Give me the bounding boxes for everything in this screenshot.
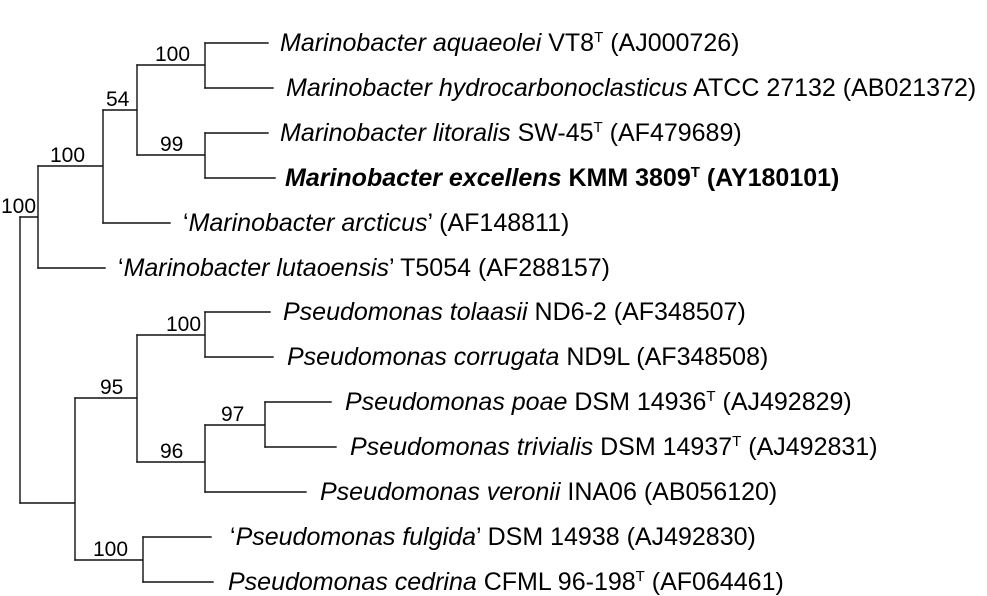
accession-number: (AF064461) xyxy=(651,568,784,596)
node-poae-veronii xyxy=(136,424,206,493)
bootstrap-value: 100 xyxy=(50,144,86,167)
leaf-marinobacter-litoralis: Marinobacter litoralis SW-45T (AF479689) xyxy=(280,119,742,149)
taxon-name: Marinobacter arcticus xyxy=(188,209,428,237)
taxon-name: Marinobacter excellens xyxy=(285,164,562,192)
taxon-name: Pseudomonas veronii xyxy=(320,478,561,506)
strain-designation: ND6-2 xyxy=(534,298,607,326)
strain-designation: DSM 14938 xyxy=(487,523,620,551)
leaf-pseudomonas-tolaasii: Pseudomonas tolaasii ND6-2 (AF348507) xyxy=(283,300,746,328)
strain-designation: DSM 14937 xyxy=(600,433,733,461)
leaf-marinobacter-hydrocarbonoclasticus: Marinobacter hydrocarbonoclasticus ATCC … xyxy=(286,76,976,104)
strain-designation: ND9L xyxy=(566,343,630,371)
accession-number: (AF348508) xyxy=(636,343,769,371)
leaf-marinobacter-arcticus: ‘Marinobacter arcticus’ (AF148811) xyxy=(183,211,569,239)
node-tolaasii-corrugata xyxy=(136,311,206,358)
taxon-name: Pseudomonas trivialis xyxy=(350,433,594,461)
bootstrap-value: 99 xyxy=(160,133,184,156)
bootstrap-value: 100 xyxy=(1,195,37,218)
bootstrap-value: 100 xyxy=(93,538,129,561)
accession-number: (AF479689) xyxy=(609,119,742,147)
bootstrap-value: 95 xyxy=(100,376,124,399)
quote-open: ‘ xyxy=(230,523,236,551)
leaf-pseudomonas-trivialis: Pseudomonas trivialis DSM 14937T (AJ4928… xyxy=(350,433,878,463)
type-strain-mark: T xyxy=(690,164,700,181)
strain-designation: INA06 xyxy=(567,478,637,506)
node-litoralis-excellens xyxy=(136,132,206,179)
node-aquaeolei-excellens xyxy=(102,64,138,156)
type-strain-mark: T xyxy=(593,119,603,136)
leaf-pseudomonas-cedrina: Pseudomonas cedrina CFML 96-198T (AF0644… xyxy=(228,568,784,596)
taxon-name: Pseudomonas corrugata xyxy=(287,343,560,371)
leaf-pseudomonas-corrugata: Pseudomonas corrugata ND9L (AF348508) xyxy=(287,345,768,373)
taxon-name: Marinobacter aquaeolei xyxy=(280,29,542,57)
taxon-name: Pseudomonas cedrina xyxy=(228,568,477,596)
node-aquaeolei-arcticus xyxy=(37,109,104,224)
accession-number: (AJ492829) xyxy=(722,388,852,416)
bootstrap-value: 54 xyxy=(106,88,130,111)
accession-number: (AB056120) xyxy=(643,478,778,506)
node-poae-trivialis xyxy=(204,401,266,448)
accession-number: (AJ492831) xyxy=(748,433,878,461)
type-strain-mark: T xyxy=(732,433,742,450)
leaf-marinobacter-excellens: Marinobacter excellens KMM 3809T (AY1801… xyxy=(285,164,840,194)
type-strain-mark: T xyxy=(594,29,604,46)
type-strain-mark: T xyxy=(706,388,716,405)
bootstrap-value: 100 xyxy=(155,43,191,66)
taxon-name: Pseudomonas poae xyxy=(345,388,568,416)
taxon-name: Pseudomonas fulgida xyxy=(235,523,477,551)
accession-number: (AF148811) xyxy=(439,209,570,237)
quote-close: ’ xyxy=(388,254,394,282)
node-fulgida-cedrina xyxy=(74,536,144,583)
bootstrap-value: 97 xyxy=(221,403,245,426)
accession-number: (AB021372) xyxy=(842,74,977,102)
bootstrap-value: 100 xyxy=(166,313,202,336)
node-pseudomonas-clade xyxy=(19,397,76,561)
strain-designation: T5054 xyxy=(400,254,472,282)
taxon-name: Marinobacter hydrocarbonoclasticus xyxy=(286,74,688,102)
strain-designation: SW-45 xyxy=(517,119,594,147)
quote-open: ‘ xyxy=(118,254,124,282)
leaf-pseudomonas-fulgida: ‘Pseudomonas fulgida’ DSM 14938 (AJ49283… xyxy=(230,525,756,553)
accession-number: (AF348507) xyxy=(613,298,746,326)
leaf-marinobacter-aquaeolei: Marinobacter aquaeolei VT8T (AJ000726) xyxy=(280,29,740,59)
accession-number: (AJ000726) xyxy=(610,29,740,57)
quote-open: ‘ xyxy=(183,209,189,237)
leaf-pseudomonas-veronii: Pseudomonas veronii INA06 (AB056120) xyxy=(320,480,777,508)
bootstrap-value: 96 xyxy=(160,440,184,463)
accession-number: (AF288157) xyxy=(477,254,610,282)
leaf-pseudomonas-poae: Pseudomonas poae DSM 14936T (AJ492829) xyxy=(345,388,852,418)
node-tolaasii-veronii xyxy=(74,334,138,463)
node-marinobacter-clade xyxy=(19,165,39,269)
node-aquaeolei-hydrocarbonoclasticus xyxy=(136,42,206,89)
strain-designation: ATCC 27132 xyxy=(693,74,836,102)
type-strain-mark: T xyxy=(635,568,645,585)
leaf-marinobacter-lutaoensis: ‘Marinobacter lutaoensis’ T5054 (AF28815… xyxy=(118,256,610,284)
accession-number: (AY180101) xyxy=(706,164,840,192)
taxon-name: Pseudomonas tolaasii xyxy=(283,298,528,326)
strain-designation: KMM 3809 xyxy=(568,164,691,192)
taxon-name: Marinobacter lutaoensis xyxy=(123,254,389,282)
quote-close: ’ xyxy=(427,209,433,237)
quote-close: ’ xyxy=(476,523,481,551)
strain-designation: DSM 14936 xyxy=(574,388,707,416)
accession-number: (AJ492830) xyxy=(626,523,756,551)
taxon-name: Marinobacter litoralis xyxy=(280,119,511,147)
strain-designation: CFML 96-198 xyxy=(483,568,636,596)
strain-designation: VT8 xyxy=(548,29,595,57)
